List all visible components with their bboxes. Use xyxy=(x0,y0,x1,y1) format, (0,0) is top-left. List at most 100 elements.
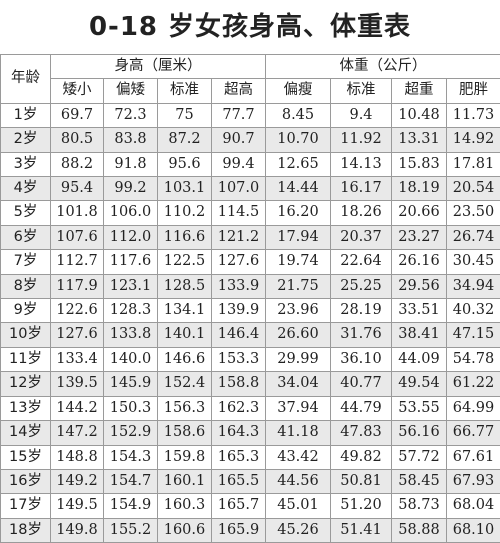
weight-cell: 49.54 xyxy=(392,372,447,396)
header-age: 年龄 xyxy=(1,55,51,104)
page-title: 0-18 岁女孩身高、体重表 xyxy=(0,10,500,44)
weight-cell: 11.92 xyxy=(331,128,392,152)
height-cell: 116.6 xyxy=(158,225,212,249)
height-cell: 90.7 xyxy=(212,128,266,152)
weight-cell: 33.51 xyxy=(392,299,447,323)
height-cell: 77.7 xyxy=(212,103,266,127)
height-cell: 91.8 xyxy=(104,152,158,176)
weight-cell: 44.56 xyxy=(266,469,331,493)
weight-cell: 14.13 xyxy=(331,152,392,176)
height-cell: 122.6 xyxy=(51,299,104,323)
age-cell: 1岁 xyxy=(1,103,51,127)
header-height-short: 矮小 xyxy=(51,79,104,103)
header-height-below: 偏矮 xyxy=(104,79,158,103)
age-cell: 10岁 xyxy=(1,323,51,347)
weight-cell: 66.77 xyxy=(447,421,500,445)
height-cell: 144.2 xyxy=(51,396,104,420)
weight-cell: 45.01 xyxy=(266,494,331,518)
height-cell: 95.4 xyxy=(51,177,104,201)
weight-cell: 14.92 xyxy=(447,128,500,152)
weight-cell: 18.19 xyxy=(392,177,447,201)
height-cell: 99.2 xyxy=(104,177,158,201)
weight-cell: 10.70 xyxy=(266,128,331,152)
weight-cell: 64.99 xyxy=(447,396,500,420)
weight-cell: 51.20 xyxy=(331,494,392,518)
height-cell: 165.5 xyxy=(212,469,266,493)
header-weight-group: 体重（公斤） xyxy=(266,55,500,79)
height-cell: 112.7 xyxy=(51,250,104,274)
age-cell: 2岁 xyxy=(1,128,51,152)
weight-cell: 58.73 xyxy=(392,494,447,518)
height-cell: 152.4 xyxy=(158,372,212,396)
height-cell: 140.1 xyxy=(158,323,212,347)
weight-cell: 37.94 xyxy=(266,396,331,420)
height-cell: 149.8 xyxy=(51,518,104,542)
weight-cell: 34.94 xyxy=(447,274,500,298)
height-cell: 127.6 xyxy=(212,250,266,274)
weight-cell: 10.48 xyxy=(392,103,447,127)
age-cell: 12岁 xyxy=(1,372,51,396)
header-weight-obese: 肥胖 xyxy=(447,79,500,103)
weight-cell: 31.76 xyxy=(331,323,392,347)
height-cell: 133.8 xyxy=(104,323,158,347)
height-cell: 140.0 xyxy=(104,347,158,371)
weight-cell: 50.81 xyxy=(331,469,392,493)
weight-cell: 54.78 xyxy=(447,347,500,371)
weight-cell: 26.60 xyxy=(266,323,331,347)
height-cell: 88.2 xyxy=(51,152,104,176)
height-cell: 165.9 xyxy=(212,518,266,542)
weight-cell: 58.45 xyxy=(392,469,447,493)
height-cell: 122.5 xyxy=(158,250,212,274)
header-height-standard: 标准 xyxy=(158,79,212,103)
header-weight-standard: 标准 xyxy=(331,79,392,103)
height-cell: 99.4 xyxy=(212,152,266,176)
weight-cell: 44.79 xyxy=(331,396,392,420)
height-cell: 154.9 xyxy=(104,494,158,518)
weight-cell: 18.26 xyxy=(331,201,392,225)
weight-cell: 30.45 xyxy=(447,250,500,274)
height-cell: 146.6 xyxy=(158,347,212,371)
height-cell: 139.5 xyxy=(51,372,104,396)
height-cell: 164.3 xyxy=(212,421,266,445)
weight-cell: 16.17 xyxy=(331,177,392,201)
age-cell: 7岁 xyxy=(1,250,51,274)
weight-cell: 23.96 xyxy=(266,299,331,323)
weight-cell: 17.94 xyxy=(266,225,331,249)
weight-cell: 68.04 xyxy=(447,494,500,518)
height-cell: 154.7 xyxy=(104,469,158,493)
height-cell: 149.2 xyxy=(51,469,104,493)
age-cell: 9岁 xyxy=(1,299,51,323)
height-cell: 117.6 xyxy=(104,250,158,274)
weight-cell: 67.93 xyxy=(447,469,500,493)
height-cell: 156.3 xyxy=(158,396,212,420)
age-cell: 11岁 xyxy=(1,347,51,371)
height-cell: 114.5 xyxy=(212,201,266,225)
height-cell: 150.3 xyxy=(104,396,158,420)
weight-cell: 8.45 xyxy=(266,103,331,127)
weight-cell: 16.20 xyxy=(266,201,331,225)
weight-cell: 26.74 xyxy=(447,225,500,249)
height-cell: 101.8 xyxy=(51,201,104,225)
weight-cell: 14.44 xyxy=(266,177,331,201)
height-cell: 133.9 xyxy=(212,274,266,298)
growth-table: 年龄 身高（厘米） 体重（公斤） 矮小 偏矮 标准 超高 偏瘦 标准 超重 肥胖… xyxy=(0,54,500,543)
height-cell: 133.4 xyxy=(51,347,104,371)
height-cell: 159.8 xyxy=(158,445,212,469)
height-cell: 128.5 xyxy=(158,274,212,298)
height-cell: 160.3 xyxy=(158,494,212,518)
height-cell: 121.2 xyxy=(212,225,266,249)
height-cell: 155.2 xyxy=(104,518,158,542)
weight-cell: 29.56 xyxy=(392,274,447,298)
height-cell: 147.2 xyxy=(51,421,104,445)
header-weight-thin: 偏瘦 xyxy=(266,79,331,103)
